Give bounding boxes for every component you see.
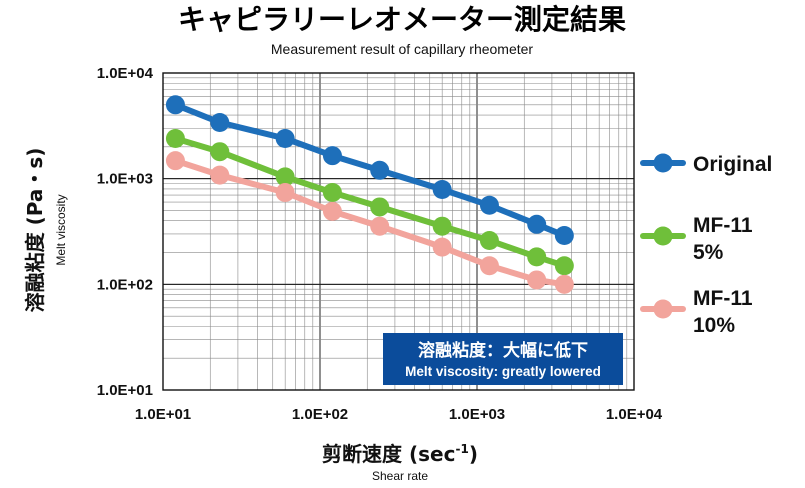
annotation-text-en: Melt viscosity: greatly lowered xyxy=(405,364,601,379)
series-line xyxy=(172,157,568,288)
data-point xyxy=(370,216,390,236)
data-point xyxy=(527,247,547,267)
legend-item-1: Original xyxy=(640,153,772,176)
y-axis-label-jp: 溶融粘度 (Pa・s) xyxy=(23,148,47,313)
y-axis-title: 溶融粘度 (Pa・s) Melt viscosity xyxy=(23,148,68,313)
legend-label: MF-11 xyxy=(693,287,753,310)
y-axis-label-en: Melt viscosity xyxy=(54,194,68,265)
legend-item-3: MF-11 10% xyxy=(640,287,753,337)
y-tick-label: 1.0E+04 xyxy=(97,65,154,82)
x-axis-label-main: 剪断速度 (sec xyxy=(322,442,455,466)
series-1 xyxy=(165,95,574,245)
x-axis-label-close: ) xyxy=(469,442,478,466)
series-group xyxy=(165,95,574,294)
data-point xyxy=(275,167,295,187)
data-point xyxy=(527,270,547,290)
data-point xyxy=(554,256,574,276)
x-axis-title: 剪断速度 (sec-1) Shear rate xyxy=(322,442,478,483)
x-tick-label: 1.0E+02 xyxy=(292,406,348,423)
tick-labels: 1.0E+01 1.0E+02 1.0E+03 1.0E+04 1.0E+01 1.0E+… xyxy=(97,65,663,423)
chart-title: キャピラリーレオメーター測定結果 xyxy=(178,3,626,36)
data-point xyxy=(322,146,342,166)
data-point xyxy=(479,230,499,250)
legend-label: MF-11 xyxy=(693,214,753,237)
data-point xyxy=(165,151,185,171)
data-point xyxy=(432,216,452,236)
x-tick-label: 1.0E+03 xyxy=(449,406,505,423)
x-axis-label-jp: 剪断速度 (sec-1) xyxy=(322,442,478,466)
series-line xyxy=(172,101,568,239)
legend: Original MF-11 5% MF-11 10% xyxy=(640,153,772,337)
legend-label-sub: 5% xyxy=(693,241,724,264)
plot-frame xyxy=(162,72,635,391)
data-point xyxy=(554,225,574,245)
data-point xyxy=(432,179,452,199)
legend-item-2: MF-11 5% xyxy=(640,214,753,264)
y-tick-label: 1.0E+02 xyxy=(97,276,153,293)
chart-subtitle: Measurement result of capillary rheomete… xyxy=(271,41,534,57)
x-tick-label: 1.0E+04 xyxy=(606,406,663,423)
legend-marker xyxy=(653,153,673,173)
data-point xyxy=(165,128,185,148)
legend-label: Original xyxy=(693,153,772,176)
x-axis-label-en: Shear rate xyxy=(372,469,428,483)
x-axis-label-sup: -1 xyxy=(455,442,468,456)
data-point xyxy=(432,237,452,257)
y-tick-label: 1.0E+01 xyxy=(97,382,153,399)
legend-marker xyxy=(653,299,673,319)
y-tick-label: 1.0E+03 xyxy=(97,171,153,188)
data-point xyxy=(479,256,499,276)
data-point xyxy=(370,160,390,180)
data-point xyxy=(210,165,230,185)
data-point xyxy=(527,214,547,234)
data-point xyxy=(210,113,230,133)
annotation-callout: 溶融粘度：大幅に低下 Melt viscosity: greatly lower… xyxy=(383,333,623,385)
legend-label-sub: 10% xyxy=(693,314,735,337)
series-2 xyxy=(165,128,574,276)
data-point xyxy=(322,201,342,221)
data-point xyxy=(370,197,390,217)
data-point xyxy=(165,95,185,115)
data-point xyxy=(275,182,295,202)
data-point xyxy=(322,182,342,202)
annotation-text-jp: 溶融粘度：大幅に低下 xyxy=(418,340,588,361)
data-point xyxy=(210,142,230,162)
data-point xyxy=(479,195,499,215)
x-tick-label: 1.0E+01 xyxy=(135,406,191,423)
legend-marker xyxy=(653,226,673,246)
data-point xyxy=(275,128,295,148)
series-3 xyxy=(165,151,574,294)
data-point xyxy=(554,274,574,294)
annotation-box xyxy=(383,333,623,385)
